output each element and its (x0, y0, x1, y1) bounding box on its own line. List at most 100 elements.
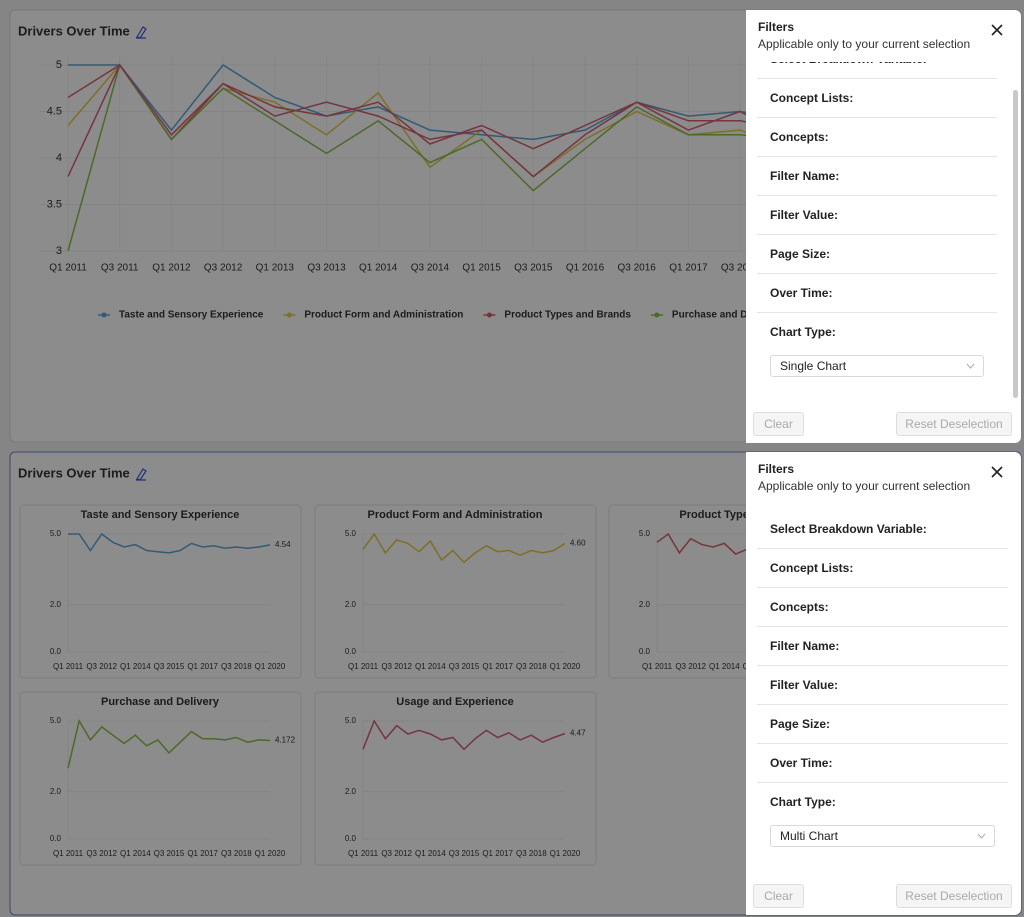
x-tick-label: Q3 2018 (516, 662, 547, 671)
x-tick-label: Q3 2015 (154, 662, 185, 671)
y-tick-label: 2.0 (345, 787, 357, 796)
small-chart-card (19, 691, 302, 866)
filter-list: Select Breakdown Variable:Concept Lists:… (757, 62, 997, 403)
x-tick-label: Q1 2020 (550, 662, 581, 671)
small-chart-title: Taste and Sensory Experience (81, 509, 240, 521)
x-tick-label: Q3 2015 (154, 849, 185, 858)
x-tick-label: Q3 2015 (514, 263, 553, 274)
filter-field[interactable]: Select Breakdown Variable: (757, 510, 1008, 549)
filter-field[interactable]: Select Breakdown Variable: (757, 62, 997, 79)
close-icon[interactable] (989, 22, 1005, 38)
x-tick-label: Q3 2012 (381, 662, 412, 671)
select-value: Multi Chart (780, 829, 839, 843)
x-tick-label: Q3 2012 (86, 662, 117, 671)
panel-subtitle: Applicable only to your current selectio… (758, 479, 971, 493)
clear-button[interactable]: Clear (753, 884, 804, 908)
end-value-label: 4.60 (570, 539, 586, 548)
filter-field[interactable]: Concept Lists: (757, 79, 997, 118)
scrollbar (1013, 90, 1018, 398)
filter-field[interactable]: Page Size: (757, 235, 997, 274)
legend-swatch (101, 312, 107, 318)
filter-field[interactable]: Filter Name: (757, 157, 997, 196)
end-value-label: 4.172 (275, 736, 296, 745)
small-chart-card (314, 691, 597, 866)
close-icon[interactable] (989, 464, 1005, 480)
filter-panel: Filters Applicable only to your current s… (746, 10, 1021, 443)
x-tick-label: Q3 2017 (721, 263, 760, 274)
end-value-label: 4.54 (275, 540, 291, 549)
y-tick-label: 0.0 (345, 834, 357, 843)
legend-label: Purchase and Delivery (672, 310, 780, 321)
x-tick-label: Q3 2014 (411, 263, 450, 274)
x-tick-label: Q1 2014 (120, 662, 151, 671)
y-tick-label: 3.5 (47, 198, 62, 210)
small-chart-title: Product Form and Administration (368, 509, 543, 521)
close-button[interactable] (989, 22, 1005, 38)
y-tick-label: 0.0 (50, 647, 62, 656)
x-tick-label: Q1 2011 (49, 263, 87, 274)
filter-field[interactable]: Concept Lists: (757, 549, 1008, 588)
x-tick-label: Q3 2012 (675, 662, 706, 671)
y-tick-label: 2.0 (50, 600, 62, 609)
x-tick-label: Q1 2011 (53, 662, 84, 671)
filter-field[interactable]: Concepts: (757, 588, 1008, 627)
y-tick-label: 2.0 (345, 600, 357, 609)
y-tick-label: 5 (56, 59, 62, 71)
x-tick-label: Q3 2015 (449, 662, 480, 671)
x-tick-label: Q1 2020 (550, 849, 581, 858)
x-tick-label: Q3 2018 (221, 662, 252, 671)
legend-label: Taste and Sensory Experience (119, 310, 264, 321)
filter-field[interactable]: Filter Name: (757, 627, 1008, 666)
filter-field[interactable]: Over Time: (757, 274, 997, 313)
y-tick-label: 0.0 (50, 834, 62, 843)
clear-button[interactable]: Clear (753, 412, 804, 436)
y-tick-label: 5.0 (345, 716, 357, 725)
reset-button[interactable]: Reset Deselection (896, 412, 1012, 436)
data-line (68, 532, 271, 554)
data-line (67, 719, 271, 769)
chart-type-select[interactable]: Single Chart (770, 355, 984, 377)
close-button[interactable] (989, 464, 1005, 480)
filter-field[interactable]: Concepts: (757, 118, 997, 157)
filter-field[interactable]: Filter Value: (757, 196, 997, 235)
legend-label: Product Types and Brands (504, 310, 631, 321)
data-line (362, 719, 566, 751)
y-tick-label: 5.0 (345, 529, 357, 538)
y-tick-label: 5.0 (50, 529, 62, 538)
edit-icon[interactable] (136, 26, 147, 39)
x-tick-label: Q1 2020 (255, 662, 286, 671)
x-tick-label: Q1 2014 (359, 263, 398, 274)
x-tick-label: Q3 2012 (86, 849, 117, 858)
x-tick-label: Q1 2014 (709, 662, 740, 671)
filter-field[interactable]: Chart Type: (770, 325, 836, 339)
edit-icon[interactable] (136, 468, 147, 481)
reset-button[interactable]: Reset Deselection (896, 884, 1012, 908)
x-tick-label: Q1 2011 (53, 849, 84, 858)
x-tick-label: Q3 2011 (101, 263, 139, 274)
x-tick-label: Q1 2017 (482, 849, 513, 858)
y-tick-label: 5.0 (639, 529, 651, 538)
y-tick-label: 2.0 (50, 787, 62, 796)
chevron (977, 833, 986, 839)
x-tick-label: Q1 2013 (256, 263, 295, 274)
panel-title: Filters (758, 20, 795, 34)
filter-panel: Filters Applicable only to your current s… (746, 452, 1021, 915)
filter-field[interactable]: Filter Value: (757, 666, 1008, 705)
card-title: Drivers Over Time (18, 465, 130, 480)
filter-field[interactable]: Page Size: (757, 705, 1008, 744)
x-tick-label: Q3 2018 (516, 849, 547, 858)
filter-field[interactable]: Chart Type: (770, 795, 836, 809)
x-tick-label: Q1 2012 (152, 263, 191, 274)
y-tick-label: 5.0 (50, 716, 62, 725)
x-tick-label: Q1 2015 (462, 263, 501, 274)
data-line (362, 532, 566, 564)
x-tick-label: Q1 2011 (348, 662, 379, 671)
filter-field[interactable]: Over Time: (757, 744, 1008, 783)
x-tick-label: Q3 2013 (307, 263, 346, 274)
chart-type-select[interactable]: Multi Chart (770, 825, 995, 847)
small-chart-card (314, 504, 597, 679)
x-tick-label: Q3 2015 (449, 849, 480, 858)
x-tick-label: Q1 2017 (187, 662, 218, 671)
y-tick-label: 0.0 (345, 647, 357, 656)
x-tick-label: Q3 2018 (221, 849, 252, 858)
